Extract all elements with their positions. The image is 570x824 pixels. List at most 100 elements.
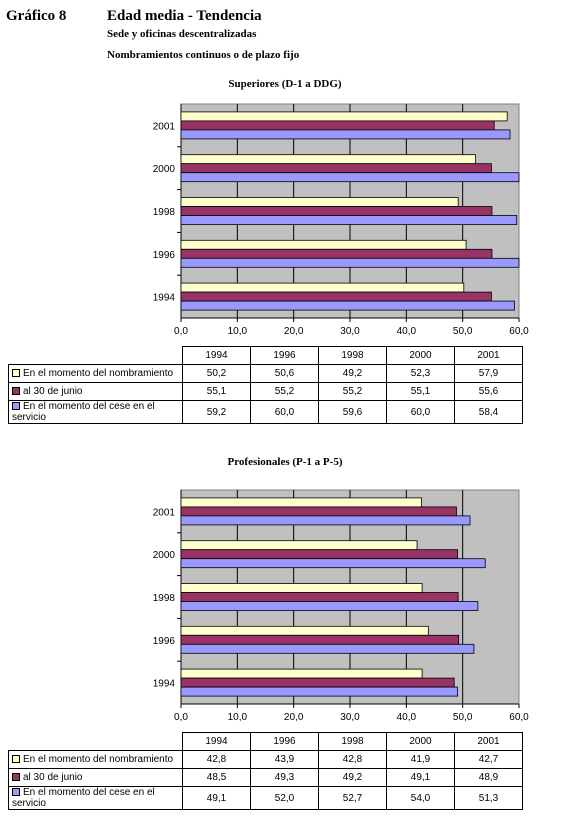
- bar-1-2000: [180, 540, 418, 551]
- y-category-label: 1998: [153, 207, 176, 218]
- bar-2-2001: [180, 120, 495, 131]
- y-category-label: 2000: [153, 550, 176, 561]
- table-value-cell: 58,4: [454, 400, 523, 424]
- y-category-label: 2001: [153, 507, 176, 518]
- legend-entry: En el momento del cese en el servicio: [8, 786, 183, 810]
- legend-entry: al 30 de junio: [8, 382, 183, 401]
- table-row: En el momento del cese en el servicio 49,…: [8, 786, 523, 810]
- bar-3-2001: [180, 129, 511, 140]
- table-header-cell: 1994: [182, 732, 251, 751]
- table-header-cell: 2000: [386, 732, 455, 751]
- bar-3-1998: [180, 601, 479, 611]
- x-tick-label: 0,0: [174, 326, 188, 337]
- x-tick-label: 60,0: [509, 326, 529, 337]
- table-value-cell: 57,9: [454, 364, 523, 383]
- table-value-cell: 54,0: [386, 786, 455, 810]
- table-row: En el momento del nombramiento 42,8 43,9 42…: [8, 750, 523, 769]
- table-value-cell: 42,8: [182, 750, 251, 769]
- table-value-cell: 59,2: [182, 400, 251, 424]
- legend-swatch: [12, 402, 20, 411]
- legend-entry: En el momento del nombramiento: [8, 364, 183, 383]
- x-tick-label: 0,0: [174, 712, 188, 723]
- x-tick-label: 40,0: [397, 326, 417, 337]
- table-header-cell: 1994: [182, 346, 251, 365]
- legend-entry: al 30 de junio: [8, 768, 183, 787]
- figure-subtitle-1: Sede y oficinas descentralizadas: [107, 28, 257, 40]
- bar-3-1996: [180, 643, 475, 654]
- table-value-cell: 52,7: [318, 786, 387, 810]
- table-value-cell: 59,6: [318, 400, 387, 424]
- chart-1-title: Superiores (D-1 a DDG): [228, 78, 342, 90]
- y-category-label: 2001: [153, 121, 176, 132]
- table-value-cell: 43,9: [250, 750, 319, 769]
- bar-2-1994: [180, 291, 492, 302]
- table-header-cell: 2000: [386, 346, 455, 365]
- table-value-cell: 42,7: [454, 750, 523, 769]
- table-value-cell: 52,0: [250, 786, 319, 810]
- y-category-label: 1996: [153, 250, 176, 261]
- legend-swatch: [12, 773, 20, 782]
- x-tick-label: 10,0: [228, 712, 248, 723]
- table-value-cell: 50,2: [182, 364, 251, 383]
- table-row: al 30 de junio 48,5 49,3 49,2 49,1 48,9: [8, 768, 523, 787]
- table-value-cell: 49,2: [318, 768, 387, 787]
- chart-1-data-table: 1994 1996 1998 2000 2001 En el momento del no…: [8, 346, 523, 424]
- bar-1-2001: [180, 497, 422, 508]
- legend-swatch: [12, 369, 20, 378]
- bar-2-2000: [180, 163, 492, 174]
- table-value-cell: 49,1: [386, 768, 455, 787]
- bar-1-1996: [180, 239, 467, 250]
- bar-1-1998: [180, 583, 423, 593]
- table-value-cell: 60,0: [386, 400, 455, 424]
- chart-1-plot: 0,0 10,0 20,0 30,0 40,0 50,0 60,0 2001 2000 1998 1…: [153, 103, 529, 337]
- figure-label: Gráfico 8: [6, 8, 67, 24]
- bar-1-2001: [180, 111, 508, 122]
- x-tick-label: 20,0: [284, 326, 304, 337]
- bar-3-1998: [180, 215, 518, 225]
- table-value-cell: 48,9: [454, 768, 523, 787]
- table-value-cell: 55,2: [318, 382, 387, 401]
- chart-2-data-table: 1994 1996 1998 2000 2001 En el momento del no…: [8, 732, 523, 810]
- table-header-cell: 1996: [250, 346, 319, 365]
- table-row: En el momento del cese en el servicio 59,…: [8, 400, 523, 424]
- table-value-cell: 55,1: [386, 382, 455, 401]
- table-value-cell: 48,5: [182, 768, 251, 787]
- bar-2-1998: [180, 206, 493, 216]
- x-tick-label: 60,0: [509, 712, 529, 723]
- legend-swatch: [12, 788, 20, 797]
- x-tick-label: 50,0: [453, 712, 473, 723]
- y-category-label: 1996: [153, 636, 176, 647]
- bar-1-1994: [180, 668, 423, 679]
- bar-2-1996: [180, 634, 460, 645]
- legend-entry: En el momento del cese en el servicio: [8, 400, 183, 424]
- x-tick-label: 10,0: [228, 326, 248, 337]
- bar-1-1996: [180, 625, 429, 636]
- bar-2-1994: [180, 677, 455, 688]
- table-value-cell: 50,6: [250, 364, 319, 383]
- x-tick-label: 40,0: [397, 712, 417, 723]
- table-row: En el momento del nombramiento 50,2 50,6 49…: [8, 364, 523, 383]
- chart-2-title: Profesionales (P-1 a P-5): [227, 456, 343, 468]
- bar-3-2000: [180, 172, 520, 183]
- bar-3-2001: [180, 515, 471, 526]
- legend-swatch: [12, 387, 20, 396]
- bar-1-1998: [180, 197, 459, 207]
- table-value-cell: 49,3: [250, 768, 319, 787]
- table-value-cell: 41,9: [386, 750, 455, 769]
- legend-swatch: [12, 755, 20, 764]
- bar-3-1994: [180, 686, 458, 697]
- bar-2-1998: [180, 592, 459, 602]
- x-tick-label: 50,0: [453, 326, 473, 337]
- table-value-cell: 49,1: [182, 786, 251, 810]
- bar-3-1996: [180, 257, 520, 268]
- bar-3-2000: [180, 558, 486, 569]
- table-header-cell: 1996: [250, 732, 319, 751]
- table-header-cell: 1998: [318, 732, 387, 751]
- table-value-cell: 52,3: [386, 364, 455, 383]
- bar-2-2001: [180, 506, 457, 517]
- y-category-label: 1998: [153, 593, 176, 604]
- y-category-label: 2000: [153, 164, 176, 175]
- table-header-cell: 2001: [454, 346, 523, 365]
- table-value-cell: 55,1: [182, 382, 251, 401]
- table-value-cell: 60,0: [250, 400, 319, 424]
